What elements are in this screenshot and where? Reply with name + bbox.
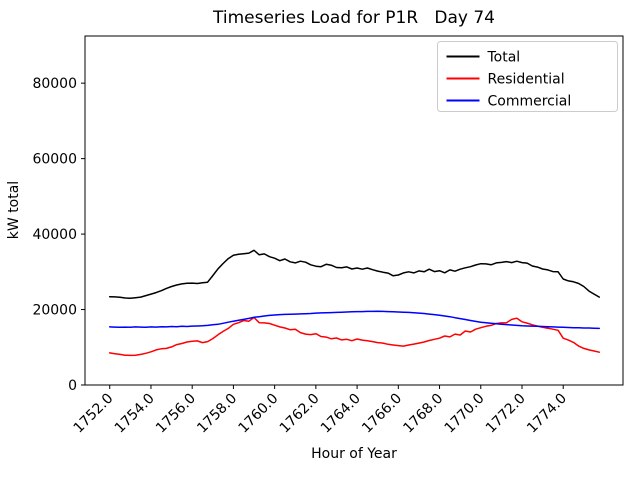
x-axis-label: Hour of Year [311,446,397,462]
y-tick-label: 40000 [32,227,77,243]
x-tick-label: 1764.0 [318,391,364,437]
legend-label-residential: Residential [488,72,565,88]
y-tick-label: 80000 [32,76,77,92]
plot-border [84,35,624,386]
y-tick-label: 0 [68,378,77,394]
y-axis-label: kW total [6,180,22,240]
legend-label-commercial: Commercial [488,94,572,110]
x-tick-label: 1768.0 [400,391,446,437]
legend-label-total: Total [487,50,521,66]
x-tick-label: 1770.0 [442,391,488,437]
x-tick-label: 1762.0 [277,391,323,437]
legend-box [437,41,618,112]
y-tick-label: 60000 [32,152,77,168]
series-line-commercial [108,310,601,330]
x-tick-label: 1756.0 [153,391,199,437]
x-tick-label: 1774.0 [524,391,570,437]
x-tick-label: 1754.0 [112,391,158,437]
series-line-total [108,249,601,299]
y-tick-label: 20000 [32,303,77,319]
series-line-residential [108,316,601,357]
x-tick-label: 1766.0 [359,391,405,437]
chart-title: Timeseries Load for P1R Day 74 [212,8,495,28]
x-tick-label: 1772.0 [483,391,529,437]
x-tick-label: 1758.0 [194,391,240,437]
x-tick-label: 1760.0 [236,391,282,437]
x-tick-label: 1752.0 [71,391,117,437]
